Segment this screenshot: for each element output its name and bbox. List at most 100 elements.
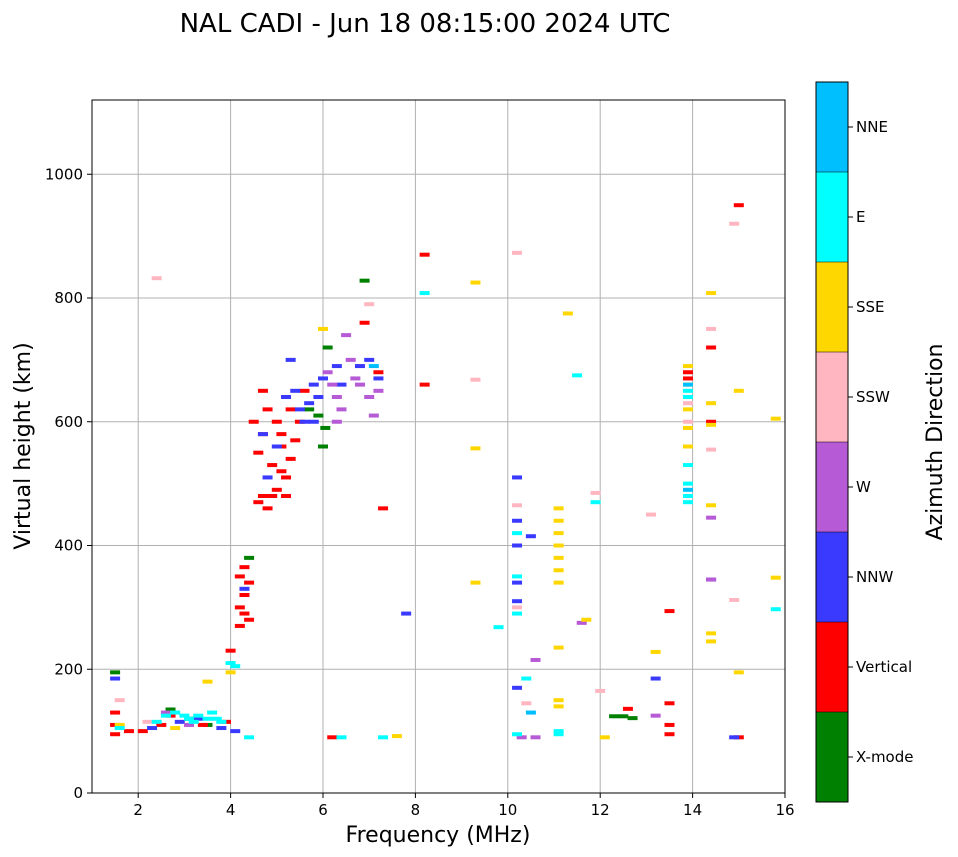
data-point-nnw bbox=[147, 726, 158, 731]
data-point-ssw bbox=[590, 490, 601, 495]
data-point-e bbox=[160, 713, 171, 718]
data-point-nnw bbox=[294, 407, 305, 412]
data-point-e bbox=[553, 729, 564, 734]
data-point-vertical bbox=[253, 450, 264, 455]
data-point-e bbox=[244, 735, 255, 740]
data-point-nne bbox=[682, 382, 693, 387]
colorbar-label: SSW bbox=[856, 388, 890, 406]
data-point-vertical bbox=[281, 494, 292, 498]
data-point-sse bbox=[391, 734, 402, 739]
data-point-ssw bbox=[682, 401, 693, 406]
data-point-vertical bbox=[664, 701, 675, 706]
data-point-sse bbox=[682, 425, 693, 430]
data-point-vertical bbox=[267, 494, 278, 498]
data-point-e bbox=[512, 531, 523, 536]
data-point-sse bbox=[706, 401, 717, 406]
grid-lines bbox=[92, 100, 786, 794]
data-point-sse bbox=[682, 444, 693, 449]
data-point-w bbox=[184, 722, 195, 727]
data-point-nnw bbox=[729, 735, 740, 740]
data-point-sse bbox=[770, 416, 781, 421]
data-point-nnw bbox=[512, 685, 523, 690]
colorbar-segment bbox=[816, 442, 848, 532]
data-point-vertical bbox=[257, 388, 268, 393]
data-point-nnw bbox=[304, 401, 315, 406]
data-point-e bbox=[225, 661, 236, 666]
data-point-x-mode bbox=[244, 555, 255, 560]
data-point-ssw bbox=[470, 377, 481, 382]
data-point-ssw bbox=[706, 326, 717, 331]
data-point-ssw bbox=[646, 512, 657, 517]
x-axis-ticks: 2 4 6 8 10 12 14 16 bbox=[133, 793, 795, 819]
data-point-nnw bbox=[271, 444, 282, 449]
plot-frame bbox=[91, 99, 786, 794]
data-point-vertical bbox=[123, 729, 134, 734]
x-tick-label: 2 bbox=[133, 801, 143, 819]
colorbar-segment bbox=[816, 622, 848, 712]
data-point-w bbox=[354, 382, 365, 387]
data-point-sse bbox=[733, 388, 744, 393]
chart-title: NAL CADI - Jun 18 08:15:00 2024 UTC bbox=[180, 9, 671, 39]
data-point-nnw bbox=[525, 534, 536, 539]
data-point-e bbox=[114, 726, 125, 731]
data-point-w bbox=[331, 419, 342, 424]
data-point-nnw bbox=[336, 382, 347, 387]
data-point-sse bbox=[553, 543, 564, 548]
data-point-sse bbox=[706, 503, 717, 508]
data-point-nnw bbox=[354, 364, 365, 369]
data-point-nnw bbox=[308, 419, 319, 424]
data-point-e bbox=[193, 713, 204, 718]
data-point-vertical bbox=[244, 617, 255, 622]
data-point-sse bbox=[733, 670, 744, 675]
data-point-vertical bbox=[276, 432, 287, 437]
data-point-e bbox=[170, 710, 181, 715]
data-point-w bbox=[576, 620, 587, 625]
data-point-nnw bbox=[299, 419, 310, 424]
data-point-ssw bbox=[364, 302, 375, 307]
data-point-nnw bbox=[285, 357, 296, 362]
data-point-x-mode bbox=[609, 714, 620, 719]
data-point-vertical bbox=[664, 732, 675, 737]
data-point-nnw bbox=[512, 543, 523, 548]
data-point-vertical bbox=[234, 605, 245, 610]
data-point-sse bbox=[553, 698, 564, 703]
data-point-e bbox=[770, 607, 781, 612]
data-point-x-mode bbox=[627, 716, 638, 721]
data-point-sse bbox=[706, 631, 717, 636]
colorbar-label: E bbox=[856, 208, 865, 226]
y-tick-label: 400 bbox=[54, 537, 83, 555]
data-point-sse bbox=[553, 704, 564, 709]
data-point-nnw bbox=[230, 729, 241, 734]
data-point-sse bbox=[553, 506, 564, 511]
data-point-nnw bbox=[512, 518, 523, 523]
data-point-ssw bbox=[114, 698, 125, 703]
colorbar-segment bbox=[816, 172, 848, 262]
data-point-ssw bbox=[729, 221, 740, 226]
data-point-sse bbox=[706, 422, 717, 427]
data-point-vertical bbox=[682, 376, 693, 381]
data-point-vertical bbox=[682, 370, 693, 375]
data-point-vertical bbox=[373, 370, 384, 375]
data-point-e bbox=[188, 719, 199, 724]
data-point-sse bbox=[682, 364, 693, 369]
azimuth-colorbar: X-mode Vertical NNW W SSW SSE E NNE bbox=[815, 81, 913, 803]
data-point-nne bbox=[525, 710, 536, 715]
colorbar-label: X-mode bbox=[856, 748, 913, 766]
data-point-nnw bbox=[239, 586, 250, 591]
data-point-e bbox=[682, 481, 693, 486]
data-point-vertical bbox=[234, 623, 245, 628]
data-point-vertical bbox=[285, 456, 296, 461]
data-point-nnw bbox=[290, 388, 301, 393]
data-point-nnw bbox=[193, 716, 204, 721]
x-tick-label: 4 bbox=[226, 801, 236, 819]
data-point-sse bbox=[470, 280, 481, 285]
data-point-x-mode bbox=[320, 425, 331, 430]
y-tick-label: 600 bbox=[54, 413, 83, 431]
data-point-vertical bbox=[197, 722, 208, 727]
data-point-vertical bbox=[281, 475, 292, 480]
colorbar-frame bbox=[815, 81, 849, 803]
x-tick-label: 16 bbox=[775, 801, 794, 819]
data-point-ssw bbox=[151, 276, 162, 281]
data-point-nnw bbox=[110, 676, 121, 681]
data-point-sse bbox=[599, 735, 610, 740]
